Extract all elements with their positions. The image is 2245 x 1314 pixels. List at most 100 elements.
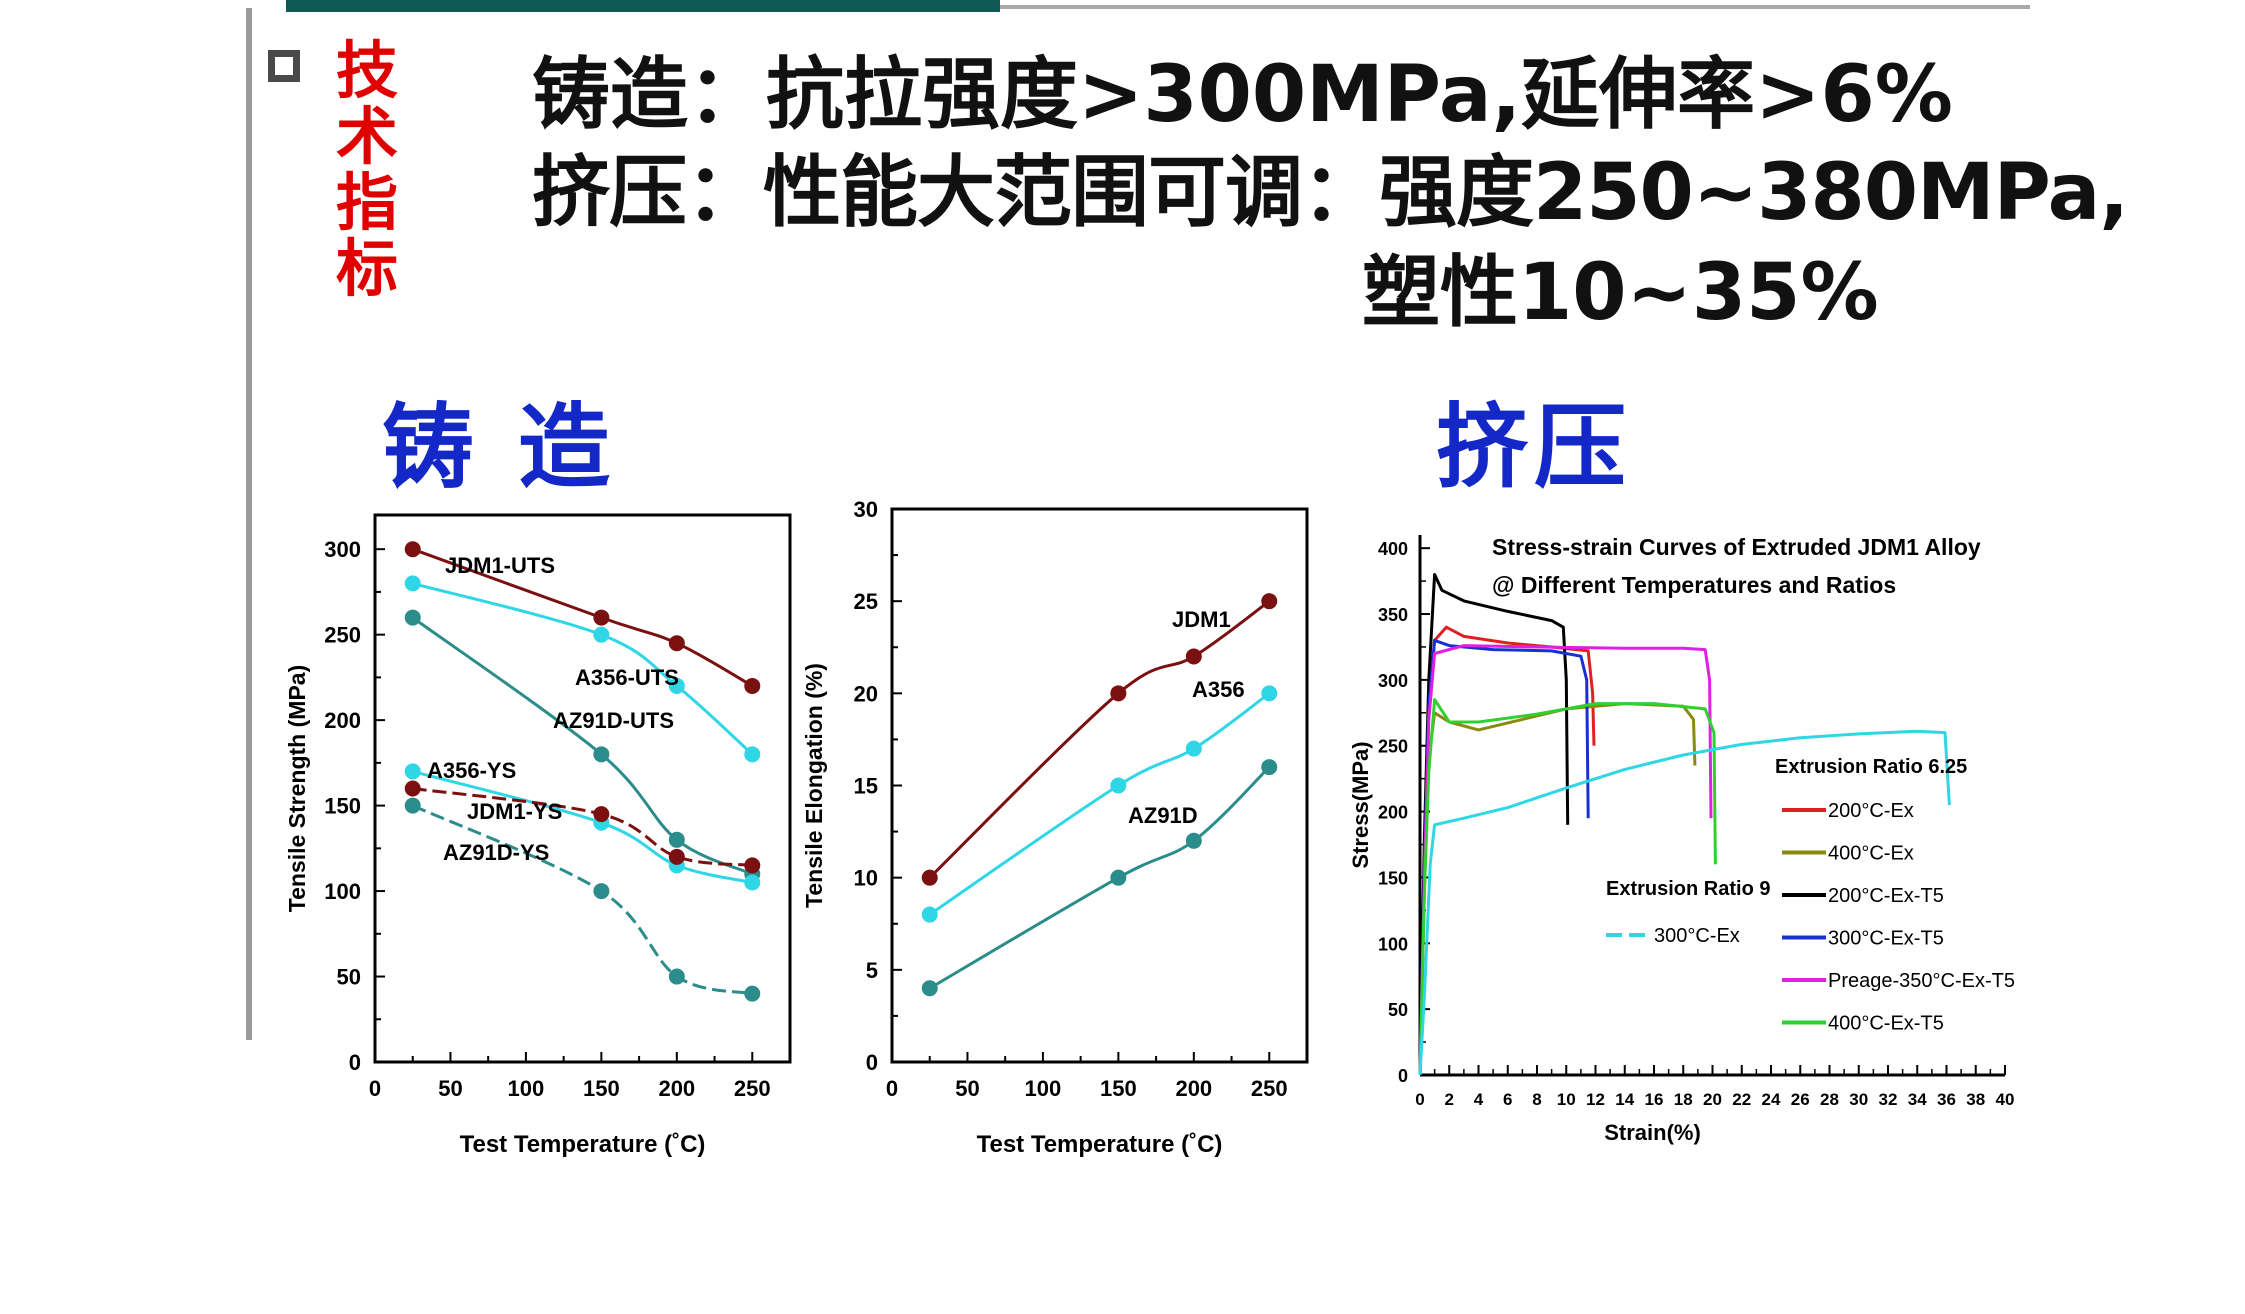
x-tick-label: 0: [1415, 1090, 1424, 1109]
series-label-jdm1-uts: JDM1-UTS: [445, 553, 555, 578]
casting-section-title: 铸 造: [382, 394, 617, 501]
stress-curve: [1418, 638, 1590, 1076]
y-tick-label: 0: [349, 1050, 361, 1075]
x-tick-label: 22: [1732, 1090, 1751, 1109]
x-tick-label: 18: [1674, 1090, 1693, 1109]
casting-spec-line: 铸造：抗拉强度>300MPa,延伸率>6%: [532, 50, 1953, 140]
plot-frame: [890, 507, 1309, 1064]
data-point-a356-uts: [593, 626, 610, 643]
legend-group-title: Extrusion Ratio 9: [1606, 878, 1770, 900]
chart-title: Stress-strain Curves of Extruded JDM1 Al…: [1492, 534, 1981, 560]
data-point-jdm1-ys: [404, 780, 421, 797]
legend-entry-label: 200°C-Ex-T5: [1828, 885, 1944, 907]
x-tick-label: 38: [1966, 1090, 1985, 1109]
x-tick-label: 30: [1849, 1090, 1868, 1109]
y-tick-label: 150: [324, 794, 361, 819]
series-line-az91d-uts: [411, 616, 753, 876]
extrusion-spec-line: 挤压：性能大范围可调：强度250~380MPa,: [532, 148, 2129, 238]
data-point-az91d: [1110, 869, 1127, 886]
y-tick-label: 300: [324, 537, 361, 562]
x-tick-label: 50: [438, 1076, 462, 1101]
series-line-jdm1: [928, 599, 1271, 879]
x-tick-label: 250: [734, 1076, 771, 1101]
x-tick-label: 16: [1645, 1090, 1664, 1109]
y-tick-label: 200: [1378, 803, 1408, 823]
legend-entry-label: 200°C-Ex: [1828, 800, 1914, 822]
x-tick-label: 6: [1503, 1090, 1512, 1109]
data-point-az91d-ys: [668, 968, 685, 985]
y-tick-label: 100: [324, 879, 361, 904]
legend-entry-label: 300°C-Ex: [1654, 925, 1740, 947]
x-tick-label: 2: [1445, 1090, 1454, 1109]
y-tick-label: 20: [854, 681, 878, 706]
x-tick-label: 150: [1100, 1076, 1137, 1101]
plot-frame: [373, 513, 792, 1064]
x-tick-label: 12: [1586, 1090, 1605, 1109]
tensile-elongation-chart: 0 50 100 150 200 250 0 5 10 15 20 25 30 Test Temperat…: [801, 497, 1309, 1158]
x-tick-label: 36: [1937, 1090, 1956, 1109]
bullet-square-icon: [268, 50, 300, 82]
data-point-jdm1-ys: [593, 806, 610, 823]
data-point-az91d-uts: [404, 609, 421, 626]
stress-curve: [1418, 698, 1717, 1076]
data-point-az91d: [1185, 832, 1202, 849]
tech-indicator-label: 技术 指标: [336, 38, 456, 302]
y-tick-label: 5: [866, 958, 878, 983]
series-label-a356-ys: A356-YS: [427, 758, 516, 783]
x-tick-label: 200: [1175, 1076, 1212, 1101]
series-label-a356: A356: [1192, 677, 1245, 702]
y-tick-label: 100: [1378, 934, 1408, 954]
data-point-az91d-uts: [593, 746, 610, 763]
series-line-az91d: [928, 766, 1271, 990]
data-point-az91d-uts: [668, 831, 685, 848]
y-tick-label: 10: [854, 866, 878, 891]
data-point-jdm1: [1185, 648, 1202, 665]
legend-entry-label: 300°C-Ex-T5: [1828, 928, 1944, 950]
data-point-az91d: [1261, 759, 1278, 776]
data-point-a356-uts: [744, 746, 761, 763]
data-point-a356-uts: [668, 677, 685, 694]
y-tick-label: 50: [1388, 1000, 1408, 1020]
series-label-az91d-ys: AZ91D-YS: [443, 840, 549, 865]
data-point-jdm1-uts: [593, 609, 610, 626]
x-tick-label: 26: [1791, 1090, 1810, 1109]
x-tick-label: 40: [1996, 1090, 2015, 1109]
series-label-a356-uts: A356-UTS: [575, 665, 679, 690]
x-tick-label: 24: [1762, 1090, 1781, 1109]
y-axis-label: Tensile Elongation (%): [801, 663, 827, 908]
x-tick-label: 100: [508, 1076, 545, 1101]
data-point-jdm1: [1110, 685, 1127, 702]
data-point-a356: [1110, 777, 1127, 794]
x-tick-label: 50: [955, 1076, 979, 1101]
data-point-az91d-ys: [593, 883, 610, 900]
legend-group-title: Extrusion Ratio 6.25: [1775, 756, 1967, 778]
data-point-jdm1: [921, 869, 938, 886]
data-point-a356-ys: [404, 763, 421, 780]
frame-top-rule: [1000, 5, 2030, 9]
data-point-a356: [1261, 685, 1278, 702]
data-point-jdm1: [1261, 593, 1278, 610]
data-point-az91d-ys: [744, 985, 761, 1002]
y-tick-label: 25: [854, 589, 878, 614]
series-label-az91d-uts: AZ91D-UTS: [553, 708, 674, 733]
x-axis-label: Test Temperature (˚C): [460, 1131, 706, 1158]
x-tick-label: 10: [1557, 1090, 1576, 1109]
y-tick-label: 250: [1378, 737, 1408, 757]
y-tick-label: 400: [1378, 539, 1408, 559]
legend-entry-label: Preage-350°C-Ex-T5: [1828, 970, 2015, 992]
tensile-strength-chart: 0 50 100 150 200 250 0 50 100 150 200 250 300 Test Te…: [284, 513, 792, 1158]
series-line-jdm1-uts: [412, 547, 754, 688]
x-tick-label: 250: [1251, 1076, 1288, 1101]
x-axis-label: Strain(%): [1604, 1120, 1701, 1145]
x-tick-label: 4: [1474, 1090, 1484, 1109]
data-point-jdm1-ys: [744, 857, 761, 874]
y-tick-label: 0: [866, 1050, 878, 1075]
data-point-a356: [1185, 740, 1202, 757]
data-point-jdm1-uts: [744, 677, 761, 694]
frame-left-rule: [246, 8, 252, 1040]
y-tick-label: 350: [1378, 605, 1408, 625]
series-label-az91d: AZ91D: [1128, 803, 1198, 828]
y-tick-label: 200: [324, 708, 361, 733]
data-point-jdm1-ys: [668, 848, 685, 865]
